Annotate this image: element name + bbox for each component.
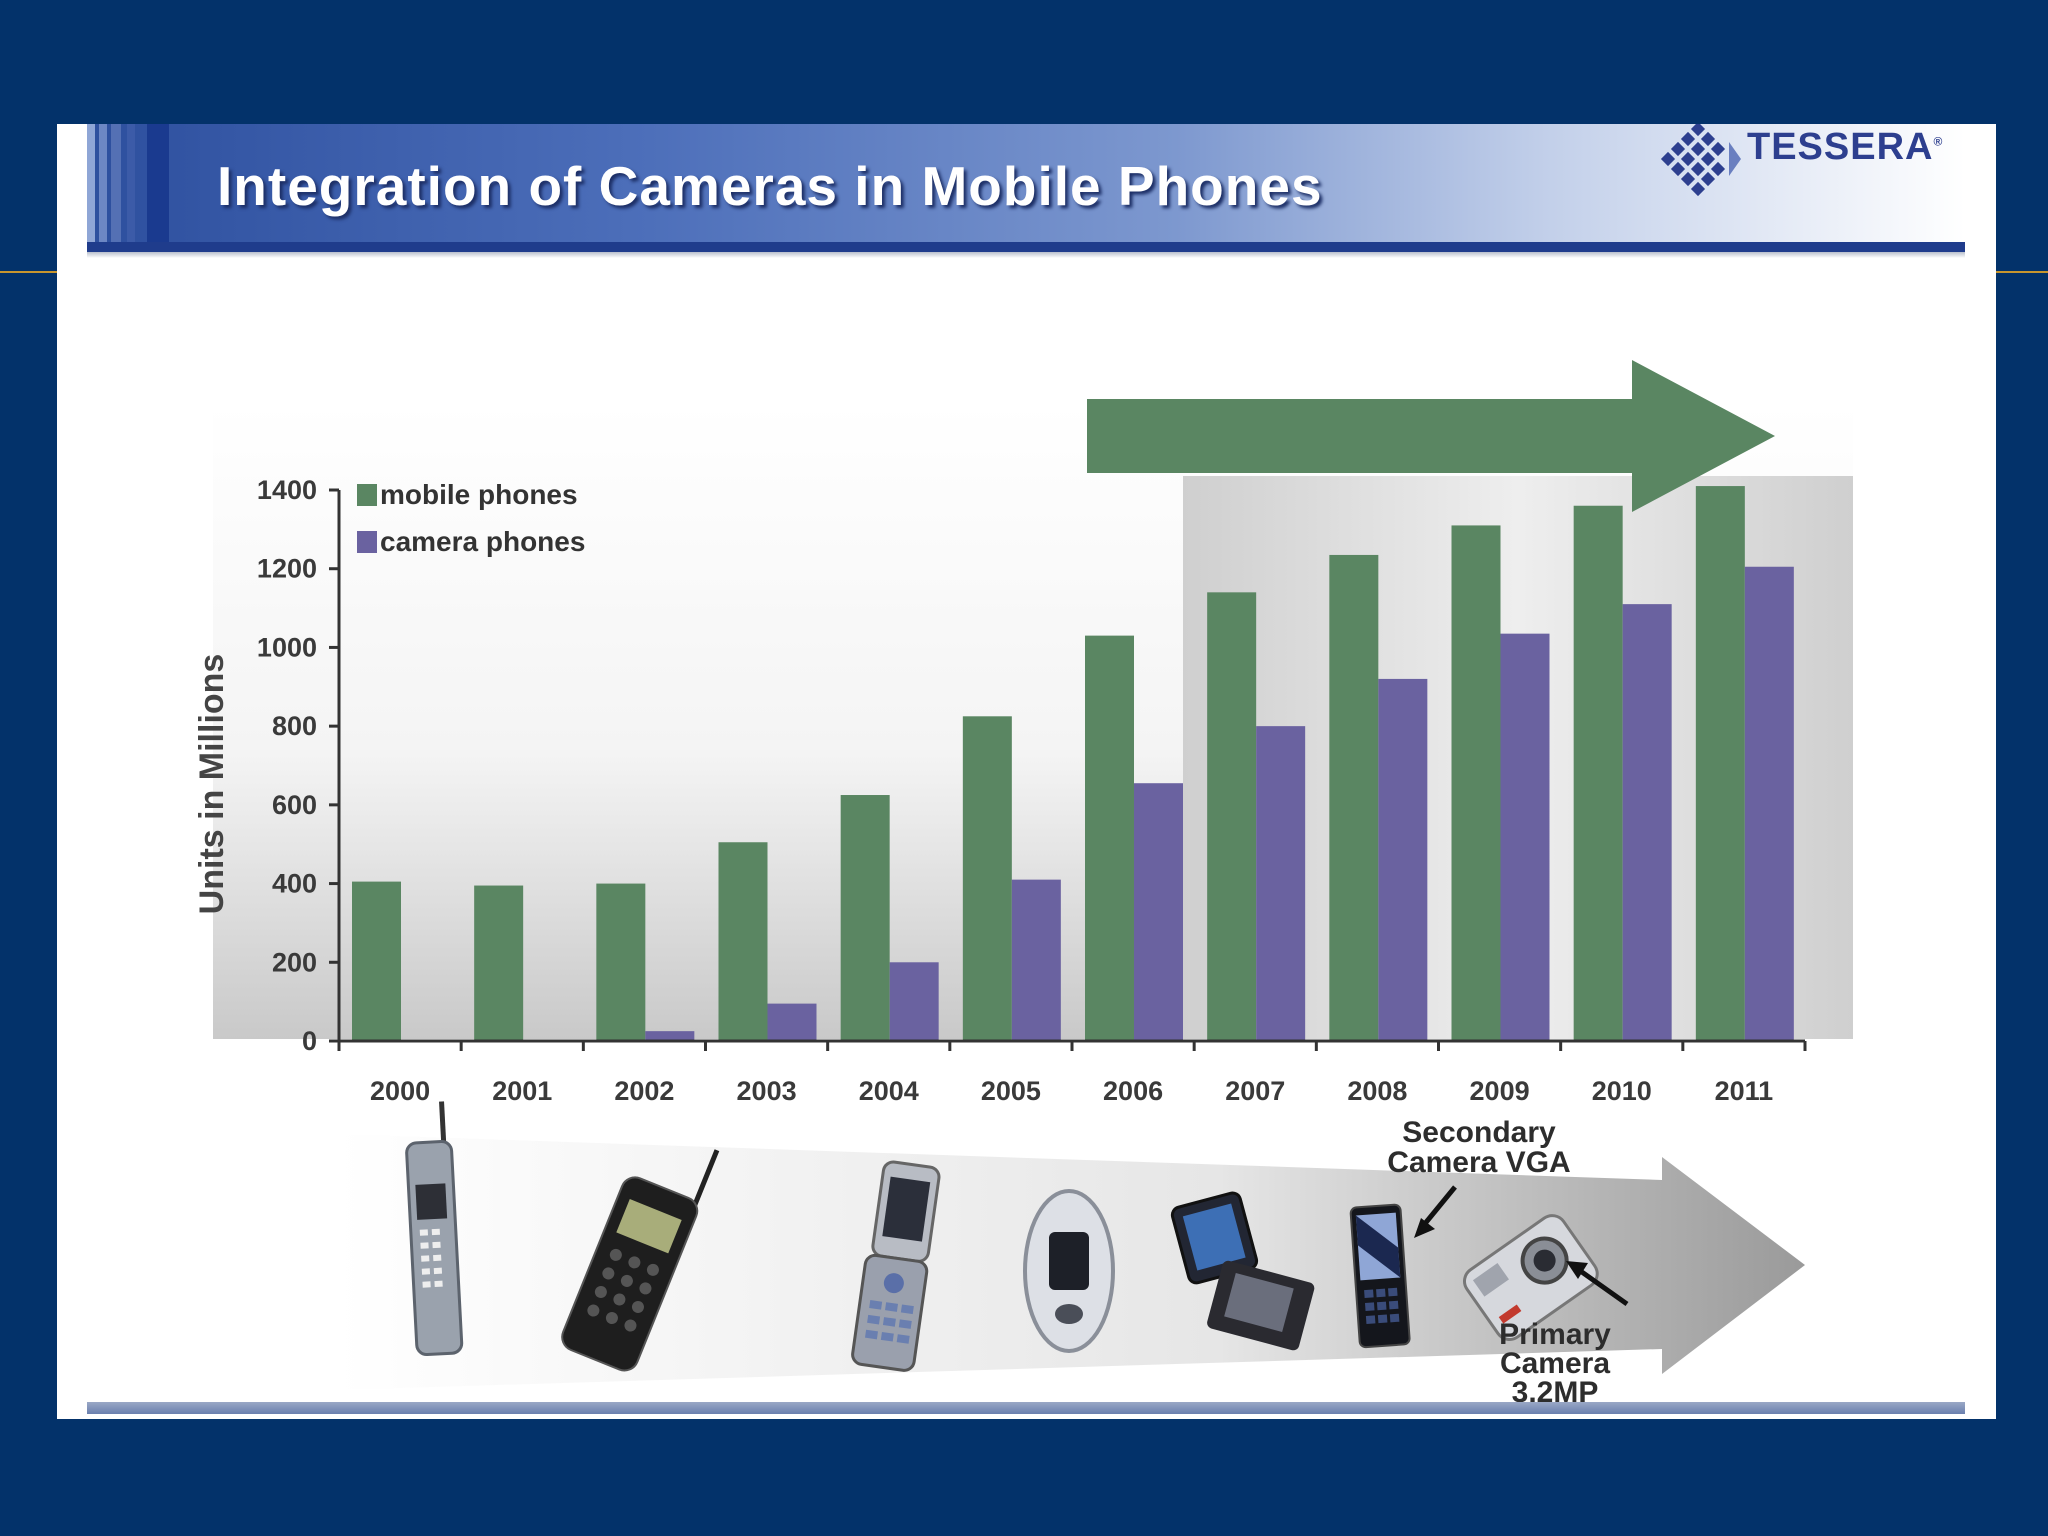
bar-mobile-2006 bbox=[1085, 635, 1134, 1041]
bar-mobile-2011 bbox=[1695, 486, 1745, 1041]
x-tick-label-2005: 2005 bbox=[981, 1076, 1041, 1106]
brick-phone-icon bbox=[405, 1101, 464, 1357]
tessera-logo bbox=[1660, 124, 1741, 197]
legend: mobile phones camera phones bbox=[357, 479, 585, 557]
bar-mobile-2003 bbox=[718, 842, 768, 1041]
x-tick-label-2009: 2009 bbox=[1470, 1076, 1530, 1106]
logo-text: TESSERA bbox=[1747, 126, 1934, 168]
x-tick-label-2003: 2003 bbox=[737, 1076, 797, 1106]
axes-layer: 0 200 400 600 800 1000 1200 1400 2000 2001 2002 200… bbox=[257, 475, 1807, 1106]
y-tick-label-1000: 1000 bbox=[257, 632, 317, 662]
x-tick-label-2010: 2010 bbox=[1592, 1076, 1652, 1106]
banner-stripe bbox=[99, 124, 107, 242]
bar-mobile-2010 bbox=[1573, 505, 1623, 1041]
legend-swatch-mobile bbox=[357, 484, 377, 506]
bar-camera-2002 bbox=[645, 1031, 695, 1041]
bottom-rule bbox=[87, 1402, 1965, 1414]
callout-secondary-line1: Secondary bbox=[1402, 1116, 1556, 1149]
x-tick-label-2000: 2000 bbox=[370, 1076, 430, 1106]
bar-mobile-2009 bbox=[1451, 525, 1501, 1041]
bars-layer bbox=[352, 486, 1794, 1041]
callout-primary-line2: Camera bbox=[1500, 1347, 1610, 1380]
logo-mark: ® bbox=[1933, 134, 1944, 149]
primary-pointer-head bbox=[1566, 1261, 1588, 1279]
title-banner: Integration of Cameras in Mobile Phones bbox=[87, 124, 1965, 242]
bar-mobile-2008 bbox=[1329, 554, 1379, 1041]
bar-camera-2003 bbox=[767, 1003, 817, 1041]
x-tick-label-2004: 2004 bbox=[859, 1076, 919, 1106]
banner-rule bbox=[87, 242, 1965, 252]
bar-camera-2006 bbox=[1134, 783, 1183, 1041]
legend-label-camera: camera phones bbox=[380, 526, 585, 557]
page-title: Integration of Cameras in Mobile Phones bbox=[217, 155, 1323, 217]
y-tick-label-800: 800 bbox=[272, 711, 317, 741]
bar-camera-2010 bbox=[1622, 604, 1672, 1041]
bar-camera-2007 bbox=[1256, 726, 1306, 1041]
bar-mobile-2000 bbox=[352, 881, 401, 1041]
y-tick-label-400: 400 bbox=[272, 869, 317, 899]
bar-camera-2008 bbox=[1378, 678, 1428, 1041]
bar-mobile-2007 bbox=[1207, 592, 1257, 1041]
bar-camera-2009 bbox=[1500, 633, 1550, 1041]
primary-pointer bbox=[1577, 1267, 1629, 1307]
flip-phone-icon bbox=[851, 1160, 941, 1372]
bar-mobile-2005 bbox=[962, 716, 1012, 1041]
phone-evolution-strip: Secondary Camera VGA Primary Camera 3.2M… bbox=[337, 1101, 1805, 1409]
bar-camera-2005 bbox=[1011, 879, 1061, 1041]
banner-stripe bbox=[147, 124, 169, 242]
gold-rule-left bbox=[0, 271, 57, 273]
secondary-pointer bbox=[1421, 1185, 1457, 1228]
bar-mobile-2004 bbox=[840, 795, 890, 1041]
secondary-pointer-head bbox=[1414, 1218, 1435, 1238]
bar-mobile-2002 bbox=[596, 883, 646, 1041]
x-tick-label-2006: 2006 bbox=[1103, 1076, 1163, 1106]
bar-camera-2011 bbox=[1744, 566, 1794, 1041]
banner-stripe bbox=[127, 124, 135, 242]
x-tick-label-2002: 2002 bbox=[614, 1076, 674, 1106]
antenna-phone-icon bbox=[561, 1149, 720, 1372]
clamshell-phone-icon bbox=[1023, 1189, 1115, 1353]
legend-swatch-camera bbox=[357, 531, 377, 553]
slide: Integration of Cameras in Mobile Phones … bbox=[57, 124, 1996, 1419]
bar-chart: 0 200 400 600 800 1000 1200 1400 2000 2001 2002 200… bbox=[193, 360, 1853, 1106]
y-tick-label-1200: 1200 bbox=[257, 554, 317, 584]
tessera-wordmark: TESSERA® bbox=[1747, 126, 1943, 169]
callout-primary-line1: Primary bbox=[1499, 1318, 1611, 1351]
y-tick-label-200: 200 bbox=[272, 947, 317, 977]
x-tick-label-2001: 2001 bbox=[492, 1076, 552, 1106]
bar-mobile-2001 bbox=[474, 885, 524, 1041]
camera-phone-icon bbox=[1463, 1214, 1599, 1341]
tessera-diamond-icon bbox=[1660, 124, 1741, 197]
y-tick-label-0: 0 bbox=[302, 1026, 317, 1056]
x-tick-label-2007: 2007 bbox=[1225, 1076, 1285, 1106]
banner-stripe bbox=[87, 124, 95, 242]
x-tick-label-2011: 2011 bbox=[1715, 1076, 1774, 1106]
banner-stripe bbox=[111, 124, 121, 242]
razr-phone-icon bbox=[1170, 1191, 1315, 1351]
callout-secondary-line2: Camera VGA bbox=[1387, 1146, 1570, 1179]
trend-arrow bbox=[1087, 360, 1775, 512]
y-tick-label-600: 600 bbox=[272, 790, 317, 820]
bar-camera-2004 bbox=[889, 962, 939, 1041]
banner-shadow bbox=[87, 252, 1965, 258]
legend-label-mobile: mobile phones bbox=[380, 479, 578, 510]
x-tick-label-2008: 2008 bbox=[1347, 1076, 1407, 1106]
slim-phone-icon bbox=[1349, 1203, 1411, 1349]
gold-rule-right bbox=[1996, 271, 2048, 273]
y-tick-label-1400: 1400 bbox=[257, 475, 317, 505]
y-axis-title: Units in Millions bbox=[193, 654, 231, 915]
